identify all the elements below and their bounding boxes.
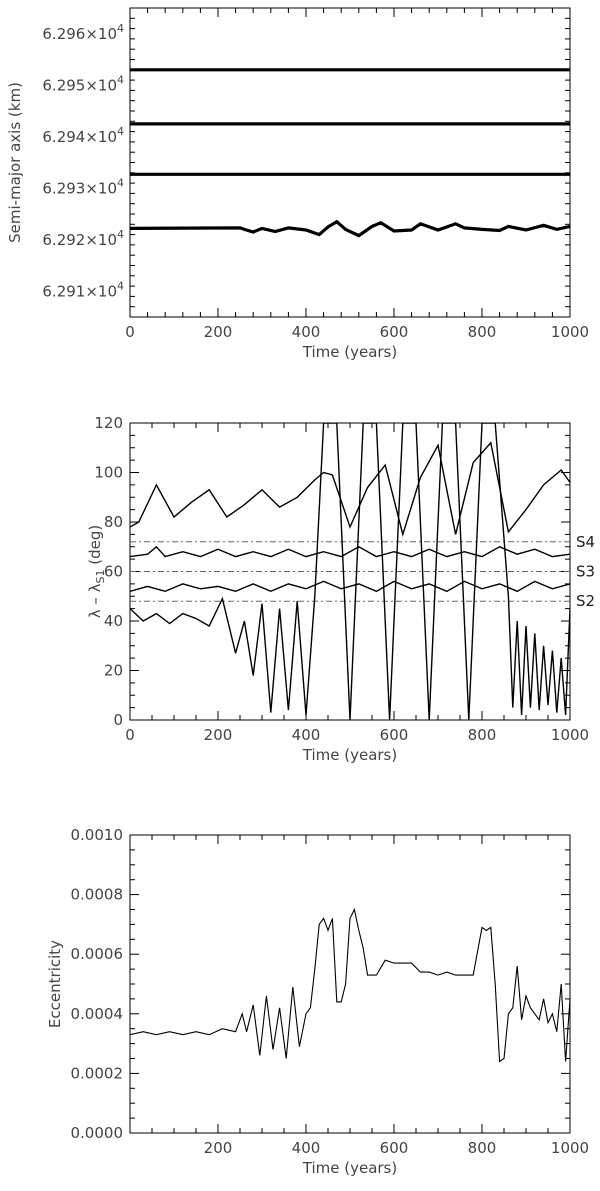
reference-label-s3: S3	[576, 563, 595, 581]
y-tick-label: 0.0000	[71, 1124, 124, 1142]
chart-panel-3: 200 400 600 800 1000 Time (years) 0.0000 0.0002…	[46, 826, 589, 1177]
series-line-4	[130, 219, 570, 238]
x-tick-label: 1000	[551, 323, 589, 341]
reference-label-s4: S4	[576, 533, 595, 551]
series-line-4	[130, 423, 570, 720]
y-tick-label: 20	[104, 662, 123, 680]
y-tick-label: 6.295×104	[42, 73, 124, 94]
x-tick-label: 200	[204, 1139, 233, 1157]
x-tick-label: 600	[380, 726, 409, 744]
x-tick-label: 400	[292, 323, 321, 341]
y-tick-label: 0.0004	[71, 1005, 124, 1023]
x-tick-label: 600	[380, 1139, 409, 1157]
y-tick-label: 0	[113, 711, 123, 729]
x-tick-label: 0	[125, 726, 135, 744]
x-tick-label: 1000	[551, 726, 589, 744]
reference-label-s2: S2	[576, 592, 595, 610]
x-tick-label: 600	[380, 323, 409, 341]
y-tick-label: 6.291×104	[42, 279, 124, 300]
y-tick-label: 0.0010	[71, 826, 124, 844]
series-line-1	[130, 441, 570, 537]
y-axis-title: Eccentricity	[46, 940, 64, 1028]
y-tick-label: 40	[104, 612, 123, 630]
y-tick-label: 120	[94, 414, 123, 432]
x-tick-label: 200	[204, 323, 233, 341]
series-line-3	[130, 580, 570, 593]
y-axis-title: Semi-major axis (km)	[6, 82, 24, 243]
y-tick-label: 0.0006	[71, 945, 124, 963]
chart-panel-2: 0 200 400 600 800 1000 Time (years) 0 20 40 60 80 10…	[86, 414, 595, 764]
x-tick-label: 400	[292, 1139, 321, 1157]
x-axis-title: Time (years)	[302, 746, 397, 764]
x-tick-label: 800	[468, 1139, 497, 1157]
series-line-2	[130, 545, 570, 558]
x-tick-label: 400	[292, 726, 321, 744]
x-tick-label: 1000	[551, 1139, 589, 1157]
plot-frame	[129, 834, 571, 1134]
y-tick-label: 6.294×104	[42, 125, 124, 146]
y-tick-label: 80	[104, 513, 123, 531]
x-tick-label: 800	[468, 323, 497, 341]
x-axis-title: Time (years)	[302, 1159, 397, 1177]
y-tick-label: 0.0008	[71, 886, 124, 904]
x-tick-label: 800	[468, 726, 497, 744]
y-tick-label: 60	[104, 563, 123, 581]
y-axis-title: λ – λS1 (deg)	[86, 525, 107, 619]
series-line-1	[130, 907, 570, 1063]
x-tick-label: 0	[125, 323, 135, 341]
y-tick-label: 6.293×104	[42, 176, 124, 197]
x-tick-label: 200	[204, 726, 233, 744]
x-axis-title: Time (years)	[302, 343, 397, 361]
y-tick-label: 6.292×104	[42, 228, 124, 249]
plot-frame	[129, 7, 571, 318]
chart-panel-1: 0 200 400 600 800 1000 Time (years) 6.291×104 6.…	[6, 7, 589, 361]
y-tick-label: 0.0002	[71, 1064, 124, 1082]
y-tick-label: 100	[94, 464, 123, 482]
y-tick-label: 6.296×104	[42, 22, 124, 43]
